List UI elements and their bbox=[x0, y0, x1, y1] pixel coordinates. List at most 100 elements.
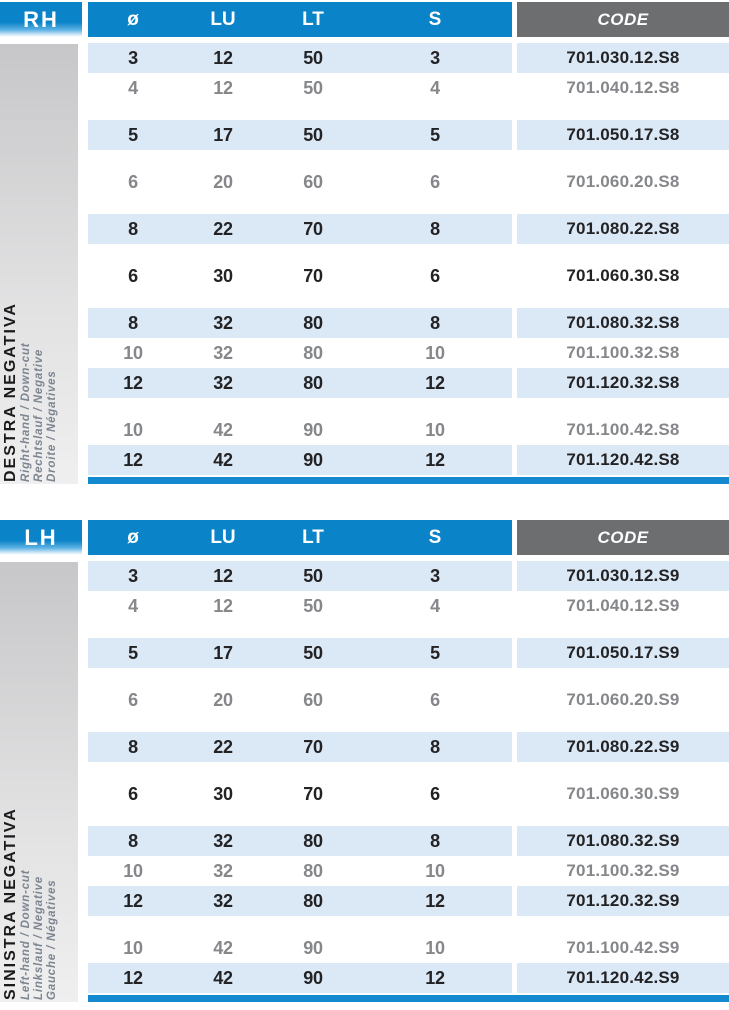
table-row: 3 12 50 3 701.030.12.S8 bbox=[88, 43, 729, 73]
side-label-rh: DESTRA NEGATIVA Right-hand / Down-cut Re… bbox=[2, 302, 59, 482]
cell-diameter: 6 bbox=[128, 689, 138, 710]
header-column-gap bbox=[512, 520, 517, 555]
cell-code: 701.120.42.S9 bbox=[517, 963, 729, 993]
col-header-lt: LT bbox=[302, 526, 324, 548]
cell-diameter: 3 bbox=[128, 47, 138, 68]
row-dimensions: 8 32 80 8 bbox=[88, 826, 512, 856]
cell-code: 701.120.32.S8 bbox=[517, 368, 729, 398]
cell-code: 701.060.30.S8 bbox=[566, 266, 680, 285]
cell-lt: 90 bbox=[303, 449, 323, 470]
cell-diameter: 12 bbox=[123, 372, 143, 393]
cell-diameter: 6 bbox=[128, 171, 138, 192]
cell-s: 6 bbox=[430, 171, 440, 192]
cell-lu: 17 bbox=[213, 642, 233, 663]
cell-s: 12 bbox=[425, 372, 445, 393]
row-dimensions: 3 12 50 3 bbox=[88, 43, 512, 73]
row-column-gap bbox=[512, 638, 517, 668]
row-dimensions: 8 32 80 8 bbox=[88, 308, 512, 338]
header-dimensions: ø LU LT S bbox=[88, 2, 512, 37]
row-dimensions: 5 17 50 5 bbox=[88, 120, 512, 150]
cell-lu: 20 bbox=[213, 689, 233, 710]
col-header-code: CODE bbox=[517, 520, 729, 555]
cell-lu: 32 bbox=[213, 312, 233, 333]
row-dimensions: 6 30 70 6 bbox=[88, 779, 512, 809]
cell-s: 12 bbox=[425, 449, 445, 470]
cell-s: 8 bbox=[430, 218, 440, 239]
row-dimensions: 4 12 50 4 bbox=[88, 73, 512, 103]
cell-s: 5 bbox=[430, 124, 440, 145]
table-row: 4 12 50 4 701.040.12.S8 bbox=[88, 73, 729, 103]
row-dimensions: 12 42 90 12 bbox=[88, 445, 512, 475]
side-strip-rh: DESTRA NEGATIVA Right-hand / Down-cut Re… bbox=[0, 44, 78, 484]
table-footer-bar-lh bbox=[88, 995, 729, 1002]
side-title-lh: SINISTRA NEGATIVA bbox=[2, 807, 19, 1000]
table-row: 6 20 60 6 701.060.20.S9 bbox=[88, 685, 729, 715]
row-column-gap bbox=[512, 214, 517, 244]
cell-diameter: 4 bbox=[128, 77, 138, 98]
cell-code: 701.050.17.S9 bbox=[517, 638, 729, 668]
col-header-diameter: ø bbox=[127, 8, 139, 30]
cell-diameter: 10 bbox=[123, 860, 143, 881]
row-column-gap bbox=[512, 886, 517, 916]
cell-code: 701.060.20.S9 bbox=[566, 690, 680, 709]
side-subtitle-de: Linkslauf / Negative bbox=[32, 875, 45, 1000]
cell-code: 701.080.32.S8 bbox=[517, 308, 729, 338]
col-header-lt: LT bbox=[302, 8, 324, 30]
cell-code: 701.120.42.S8 bbox=[517, 445, 729, 475]
table-row: 5 17 50 5 701.050.17.S9 bbox=[88, 638, 729, 668]
cell-lt: 90 bbox=[303, 967, 323, 988]
cell-s: 6 bbox=[430, 689, 440, 710]
side-subtitle-en: Left-hand / Down-cut bbox=[19, 869, 32, 1000]
cell-s: 6 bbox=[430, 783, 440, 804]
cell-diameter: 4 bbox=[128, 595, 138, 616]
cell-lu: 12 bbox=[213, 565, 233, 586]
cell-s: 8 bbox=[430, 736, 440, 757]
row-dimensions: 10 42 90 10 bbox=[88, 415, 512, 445]
group-gap bbox=[88, 916, 729, 933]
cell-lt: 80 bbox=[303, 830, 323, 851]
row-dimensions: 4 12 50 4 bbox=[88, 591, 512, 621]
row-dimensions: 8 22 70 8 bbox=[88, 214, 512, 244]
cell-lu: 32 bbox=[213, 342, 233, 363]
table-row: 12 42 90 12 701.120.42.S8 bbox=[88, 445, 729, 475]
cell-lu: 30 bbox=[213, 265, 233, 286]
table-body-rh: 3 12 50 3 701.030.12.S8 4 12 50 4 701.040.12.S8 5 1… bbox=[88, 43, 729, 475]
side-strip-lh: SINISTRA NEGATIVA Left-hand / Down-cut L… bbox=[0, 562, 78, 1002]
cell-s: 12 bbox=[425, 967, 445, 988]
header-dimensions: ø LU LT S bbox=[88, 520, 512, 555]
row-column-gap bbox=[512, 685, 517, 715]
cell-lu: 32 bbox=[213, 860, 233, 881]
row-column-gap bbox=[512, 120, 517, 150]
table-section-lh: LH SINISTRA NEGATIVA Left-hand / Down-cu… bbox=[0, 520, 729, 1002]
row-dimensions: 10 32 80 10 bbox=[88, 338, 512, 368]
row-column-gap bbox=[512, 779, 517, 809]
table-row: 3 12 50 3 701.030.12.S9 bbox=[88, 561, 729, 591]
cell-lt: 80 bbox=[303, 890, 323, 911]
cell-diameter: 10 bbox=[123, 419, 143, 440]
group-gap bbox=[88, 197, 729, 214]
table-row: 5 17 50 5 701.050.17.S8 bbox=[88, 120, 729, 150]
table-row: 10 32 80 10 701.100.32.S8 bbox=[88, 338, 729, 368]
cell-diameter: 6 bbox=[128, 265, 138, 286]
row-dimensions: 8 22 70 8 bbox=[88, 732, 512, 762]
table-row: 12 32 80 12 701.120.32.S9 bbox=[88, 886, 729, 916]
cell-lu: 22 bbox=[213, 736, 233, 757]
col-header-diameter: ø bbox=[127, 526, 139, 548]
group-gap bbox=[88, 103, 729, 120]
cell-diameter: 5 bbox=[128, 642, 138, 663]
row-column-gap bbox=[512, 591, 517, 621]
group-gap bbox=[88, 150, 729, 167]
cell-code: 701.100.32.S8 bbox=[566, 343, 680, 362]
table-row: 8 32 80 8 701.080.32.S9 bbox=[88, 826, 729, 856]
row-column-gap bbox=[512, 933, 517, 963]
cell-lu: 22 bbox=[213, 218, 233, 239]
cell-s: 3 bbox=[430, 565, 440, 586]
cell-lt: 50 bbox=[303, 595, 323, 616]
row-dimensions: 5 17 50 5 bbox=[88, 638, 512, 668]
row-column-gap bbox=[512, 415, 517, 445]
row-column-gap bbox=[512, 445, 517, 475]
table-section-rh: RH DESTRA NEGATIVA Right-hand / Down-cut… bbox=[0, 2, 729, 484]
side-label-lh: SINISTRA NEGATIVA Left-hand / Down-cut L… bbox=[2, 807, 59, 1000]
cell-lu: 17 bbox=[213, 124, 233, 145]
